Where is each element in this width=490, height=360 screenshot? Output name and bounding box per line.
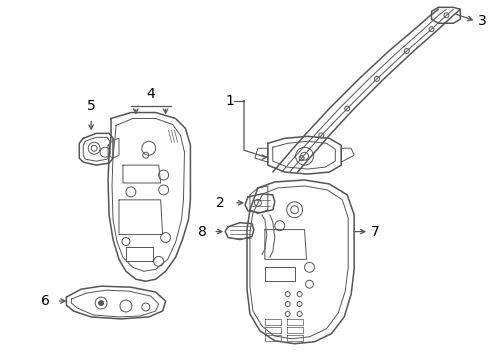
Text: 7: 7 xyxy=(371,225,380,239)
Text: 6: 6 xyxy=(41,294,49,308)
Text: 8: 8 xyxy=(198,225,207,239)
Text: 3: 3 xyxy=(478,14,487,28)
Text: 2: 2 xyxy=(217,196,225,210)
Circle shape xyxy=(98,301,103,306)
Text: 5: 5 xyxy=(87,99,96,113)
Text: 4: 4 xyxy=(147,87,155,100)
Text: 1: 1 xyxy=(225,94,234,108)
